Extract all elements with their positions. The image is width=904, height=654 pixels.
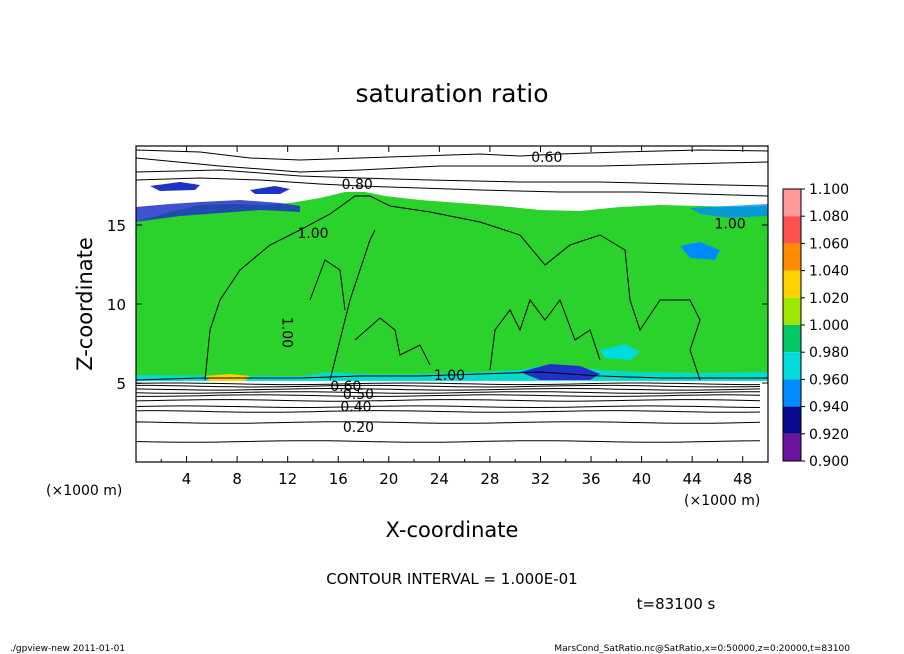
footer-right: MarsCond_SatRatio.nc@SatRatio,x=0:50000,… [554,644,850,654]
contour-label: 1.00 [297,226,328,242]
chart-title: saturation ratio [355,79,548,108]
contour-line-lower [136,394,761,397]
colorbar-cell [783,433,801,461]
colorbar-label: 0.940 [809,400,849,416]
x-tick-label: 44 [683,470,702,488]
contour-line-lower [136,391,761,394]
contour-line-lower [136,387,761,391]
colorbar-cell [783,352,801,380]
contour-cloud-wiggle-3 [309,259,346,311]
x-tick-label: 32 [531,470,550,488]
colorbar-cell [783,189,801,217]
contour-line-lower [136,384,761,388]
contour-line-lower [136,382,760,386]
colorbar-label: 0.960 [809,372,849,388]
contour-label: 0.60 [531,150,562,166]
contour-line-lower [136,399,761,402]
contour-cloud-inner [329,229,376,381]
low-ratio-spot-midright [600,344,640,360]
colorbar-cell [783,325,801,353]
contour-cloud-wiggle-2 [489,298,601,371]
colorbar-cell [783,379,801,407]
x-unit-left: (×1000 m) [46,483,122,499]
footer-left: ./gpview-new 2011-01-01 [10,644,125,654]
x-tick-label: 16 [329,470,348,488]
x-tick-label: 36 [581,470,600,488]
contour-label: 0.20 [343,420,374,436]
x-unit-right: (×1000 m) [684,493,760,509]
contour-base-1.00 [136,371,768,381]
colorbar-label: 0.900 [809,454,849,470]
saturated-region [136,192,768,380]
x-axis: 4 8 12 16 20 24 28 32 36 40 44 48 [160,146,752,488]
y-axis-label: Z-coordinate [73,237,97,371]
colorbar-cell [783,270,801,298]
colorbar-label: 1.000 [809,318,849,334]
low-ratio-band-base [136,365,768,381]
contour-upper-0.80 [136,177,768,197]
colorbar-cell [783,243,801,271]
contour-line-lower [136,405,761,409]
x-tick-label: 28 [480,470,499,488]
colorbar-label: 1.060 [809,236,849,252]
contour-upper-0.60 [136,149,768,161]
colorbar-cell [783,406,801,434]
contour-upper-0.70 [136,169,768,187]
colorbar-label: 0.920 [809,427,849,443]
y-axis: 5 10 15 [107,217,768,393]
colorbar-label: 1.040 [809,264,849,280]
lower-contours [136,382,761,443]
contour-label: 0.60 [330,379,361,395]
colorbar-cell [783,297,801,325]
colorbar: 1.100 1.080 1.060 1.040 1.020 1.000 0.980 0.960… [782,182,849,470]
contour-label-layer: 0.600.801.001.001.001.000.600.500.400.20 [279,150,746,436]
colorbar-cell [783,216,801,244]
y-tick-label: 5 [116,375,126,393]
contour-line-lower [136,410,761,413]
x-axis-label: X-coordinate [386,518,519,542]
contour-line-lower [136,440,761,443]
low-ratio-band-upper-mid [250,186,290,194]
contour-label: 1.00 [714,216,745,232]
colorbar-label: 0.980 [809,345,849,361]
colorbar-label: 1.080 [809,209,849,225]
contour-line-lower [136,421,761,424]
contour-label: 0.50 [343,387,374,403]
contour-cloud-wiggle-1 [354,317,431,366]
low-ratio-band-upper-left [150,182,200,191]
x-tick-label: 12 [278,470,297,488]
low-ratio-band-top-right [690,204,768,218]
contour-cloud-1.00 [204,195,701,381]
contour-interval: CONTOUR INTERVAL = 1.000E-01 [326,570,577,588]
x-tick-label: 4 [182,470,192,488]
y-tick-label: 15 [107,217,126,235]
contour-label: 1.00 [434,368,465,384]
plot-area [136,146,768,462]
y-tick-label: 10 [107,296,126,314]
x-tick-label: 24 [430,470,449,488]
contour-label: 1.00 [279,317,295,348]
contour-label: 0.80 [342,177,373,193]
contour-label: 0.40 [340,400,371,416]
colorbar-label: 1.100 [809,182,849,198]
low-ratio-spot-base [520,364,600,380]
x-tick-label: 40 [632,470,651,488]
x-tick-label: 20 [379,470,398,488]
colorbar-label: 1.020 [809,291,849,307]
low-ratio-band-top [136,200,300,222]
x-tick-label: 48 [733,470,752,488]
time-label: t=83100 s [637,595,716,613]
contour-upper-0.60-b [136,157,768,173]
x-tick-label: 8 [232,470,242,488]
contour-lines [136,149,768,381]
low-ratio-spot-right [680,242,720,260]
